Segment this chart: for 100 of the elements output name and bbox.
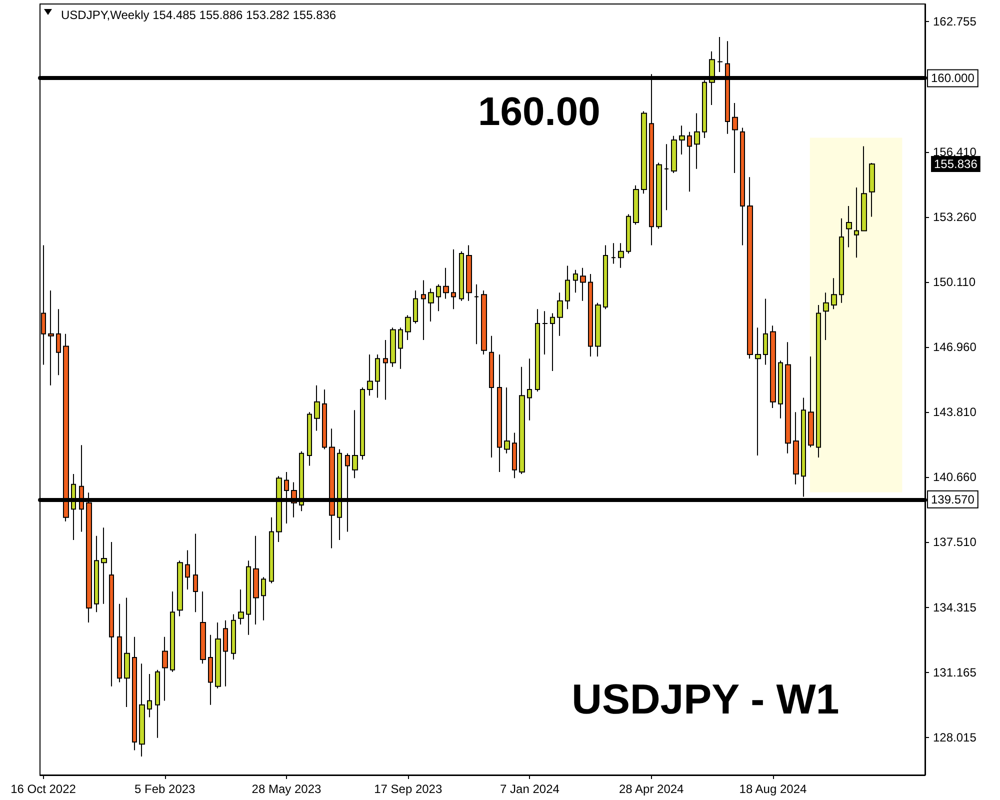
candlestick — [489, 335, 494, 458]
candlestick — [481, 290, 487, 355]
candlestick — [527, 358, 532, 421]
y-tick-label: 162.755 — [933, 14, 977, 28]
x-tick-label: 17 Sep 2023 — [374, 782, 442, 796]
candlestick — [504, 386, 510, 454]
candlestick — [185, 550, 190, 590]
candlestick — [231, 614, 236, 660]
candlestick — [747, 176, 753, 360]
candlestick — [177, 560, 183, 617]
candlestick — [398, 327, 403, 370]
y-tick-label: 156.410 — [933, 145, 977, 160]
candlestick — [717, 36, 723, 73]
candlestick — [565, 265, 570, 310]
candlestick — [94, 535, 99, 613]
candlestick — [269, 516, 274, 584]
candlestick — [322, 389, 327, 450]
candlestick — [451, 248, 456, 310]
x-tick-label: 28 Apr 2024 — [618, 782, 684, 796]
candlestick — [611, 242, 616, 264]
candlestick — [215, 622, 221, 689]
candlestick — [664, 144, 669, 211]
y-tick-label: 146.960 — [933, 340, 977, 354]
candlestick — [459, 250, 464, 302]
candlestick — [413, 290, 418, 324]
ref-line-label: 160.000 — [931, 71, 975, 86]
candlestick — [793, 412, 799, 485]
x-tick-label: 5 Feb 2023 — [134, 782, 196, 796]
candlestick — [383, 340, 388, 400]
candlestick — [238, 588, 244, 626]
candlestick — [360, 386, 365, 460]
annotation: USDJPY - W1 — [572, 676, 840, 722]
candlestick — [421, 280, 426, 341]
candlestick — [740, 127, 745, 246]
candlestick — [314, 384, 320, 432]
y-tick-label: 143.810 — [933, 404, 977, 419]
candlestick — [443, 267, 449, 300]
candlestick — [512, 432, 517, 479]
chart-title: USDJPY,Weekly 154.485 155.886 153.282 155.836 — [61, 8, 336, 22]
candlestick — [497, 354, 502, 472]
x-tick-label: 16 Oct 2022 — [10, 782, 76, 796]
ref-line-label: 139.570 — [931, 492, 975, 506]
x-tick-label: 18 Aug 2024 — [739, 782, 807, 796]
candlestick — [671, 135, 677, 174]
candlestick — [109, 542, 114, 687]
candlestick — [869, 162, 875, 218]
y-tick-label: 140.660 — [933, 470, 977, 484]
candlestick — [732, 102, 738, 174]
candlestick — [557, 292, 563, 336]
candlestick — [307, 412, 312, 466]
candlestick — [170, 591, 175, 672]
candlestick — [56, 308, 61, 376]
candlestick — [390, 327, 396, 368]
candlestick — [193, 533, 198, 613]
annotation: 160.00 — [478, 90, 600, 134]
candlestick — [162, 636, 168, 702]
candlestick — [542, 310, 548, 355]
candlestick — [839, 218, 844, 304]
candlestick — [139, 663, 145, 757]
candlestick — [223, 620, 228, 687]
candlestick — [352, 410, 358, 479]
x-tick-label: 7 Jan 2024 — [500, 782, 560, 796]
candlestick — [208, 634, 213, 706]
candlestick — [246, 560, 251, 636]
candlestick — [603, 244, 608, 310]
candlestick — [694, 112, 700, 170]
candlestick — [778, 360, 783, 419]
candlestick — [679, 125, 685, 155]
candlestick — [785, 342, 791, 454]
candlestick — [147, 673, 152, 718]
candlestick — [763, 298, 768, 366]
candlestick — [132, 636, 137, 751]
candlestick — [573, 269, 578, 294]
candlestick — [580, 267, 586, 302]
candlestick — [466, 244, 472, 302]
candlestick — [375, 354, 380, 398]
candlestick — [641, 110, 647, 194]
candlestick — [770, 325, 776, 409]
candlestick — [428, 288, 434, 322]
candlestick — [436, 284, 441, 312]
x-tick-label: 28 May 2023 — [252, 782, 322, 796]
y-tick-label: 128.015 — [933, 730, 977, 745]
candlestick — [656, 162, 662, 230]
candlestick — [101, 527, 107, 604]
candlestick — [155, 669, 160, 738]
candlestick — [618, 242, 624, 268]
candlestick — [831, 278, 837, 310]
candlestick — [474, 284, 479, 345]
candlestick — [519, 366, 525, 475]
candlestick — [755, 327, 761, 456]
candlestick — [595, 302, 601, 358]
y-tick-label: 153.260 — [933, 210, 977, 224]
candlestick — [687, 131, 692, 192]
candlestick — [633, 184, 639, 226]
candlestick — [48, 290, 54, 386]
candlestick — [846, 206, 852, 248]
y-tick-label: 134.315 — [933, 600, 977, 615]
candlestick — [535, 308, 540, 392]
candlestick — [200, 591, 206, 664]
y-tick-label: 137.510 — [933, 534, 977, 549]
